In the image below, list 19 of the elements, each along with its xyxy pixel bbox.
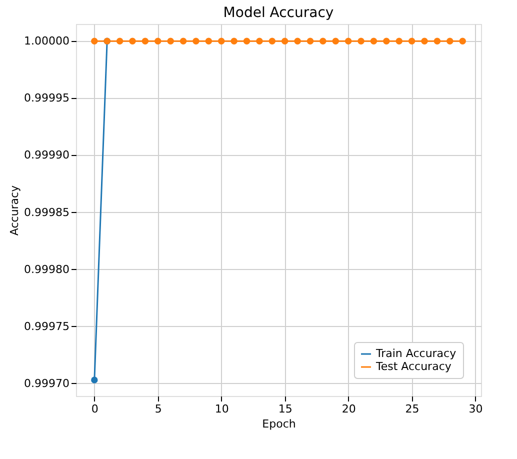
x-axis-title: Epoch [262,418,296,430]
y-tick-label: 0.99970 [24,376,70,390]
x-tick-label: 25 [405,402,420,416]
x-tick-label: 30 [468,402,483,416]
y-tick-label: 1.00000 [24,34,70,48]
x-tick-label: 20 [342,402,356,416]
x-tick-label: 10 [214,402,229,416]
y-tick-label: 0.99990 [24,148,70,162]
y-tick-label: 0.99985 [24,206,70,219]
legend-label: Train Accuracy [375,347,457,360]
legend-label: Test Accuracy [375,360,452,373]
x-tick-label: 5 [154,402,162,416]
y-tick-label: 0.99975 [24,320,70,333]
x-tick-label: 15 [278,402,292,416]
y-axis-title: Accuracy [8,184,22,236]
y-tick-label: 0.99980 [24,262,70,276]
chart-title: Model Accuracy [223,5,334,21]
y-tick-label: 0.99995 [24,92,70,105]
x-tick-label: 0 [91,402,98,416]
